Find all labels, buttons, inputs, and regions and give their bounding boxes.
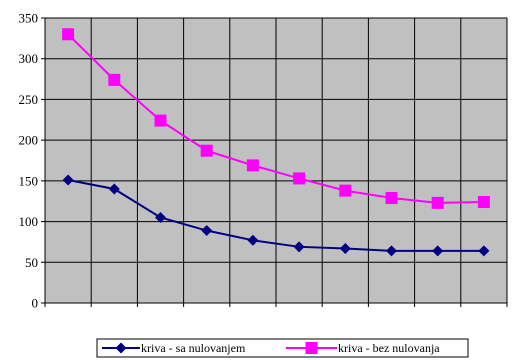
legend-marker (115, 342, 127, 354)
legend-label: kriva - bez nulovanja (338, 341, 440, 355)
data-point (154, 114, 167, 127)
y-tick-label: 50 (25, 255, 38, 270)
series-line (67, 179, 484, 252)
data-point (293, 172, 306, 185)
data-point (339, 242, 351, 254)
data-point (200, 144, 213, 157)
data-point (246, 159, 259, 172)
data-point (477, 196, 490, 209)
y-tick-label: 300 (19, 51, 39, 66)
data-point (386, 245, 397, 257)
data-point (108, 183, 120, 195)
data-point (155, 212, 166, 223)
legend-marker (305, 342, 318, 354)
data-point (62, 174, 74, 186)
series-2 (62, 28, 490, 209)
series-1 (62, 174, 490, 257)
data-point (432, 245, 444, 257)
data-point (62, 28, 75, 41)
legend: kriva - sa nulovanjem kriva - bez nulovan… (96, 338, 469, 358)
data-point (108, 73, 121, 86)
y-tick-label: 350 (19, 11, 39, 26)
data-point (247, 234, 259, 246)
data-point (431, 196, 444, 209)
series-layer (62, 28, 490, 257)
legend-label: kriva - sa nulovanjem (141, 341, 246, 355)
series-line (67, 33, 484, 204)
y-tick-label: 150 (19, 173, 39, 188)
legend-box (96, 338, 469, 358)
y-tick-label: 100 (19, 214, 39, 229)
y-tick-label: 200 (19, 133, 39, 148)
y-axis: 0 50 100 150 200 250 300 350 (19, 11, 508, 311)
y-tick-label: 250 (19, 92, 39, 107)
data-point (339, 184, 352, 197)
y-tick-label: 0 (32, 296, 39, 311)
data-point (385, 191, 398, 204)
data-point (201, 225, 213, 237)
data-point (478, 245, 490, 257)
data-point (293, 241, 305, 253)
